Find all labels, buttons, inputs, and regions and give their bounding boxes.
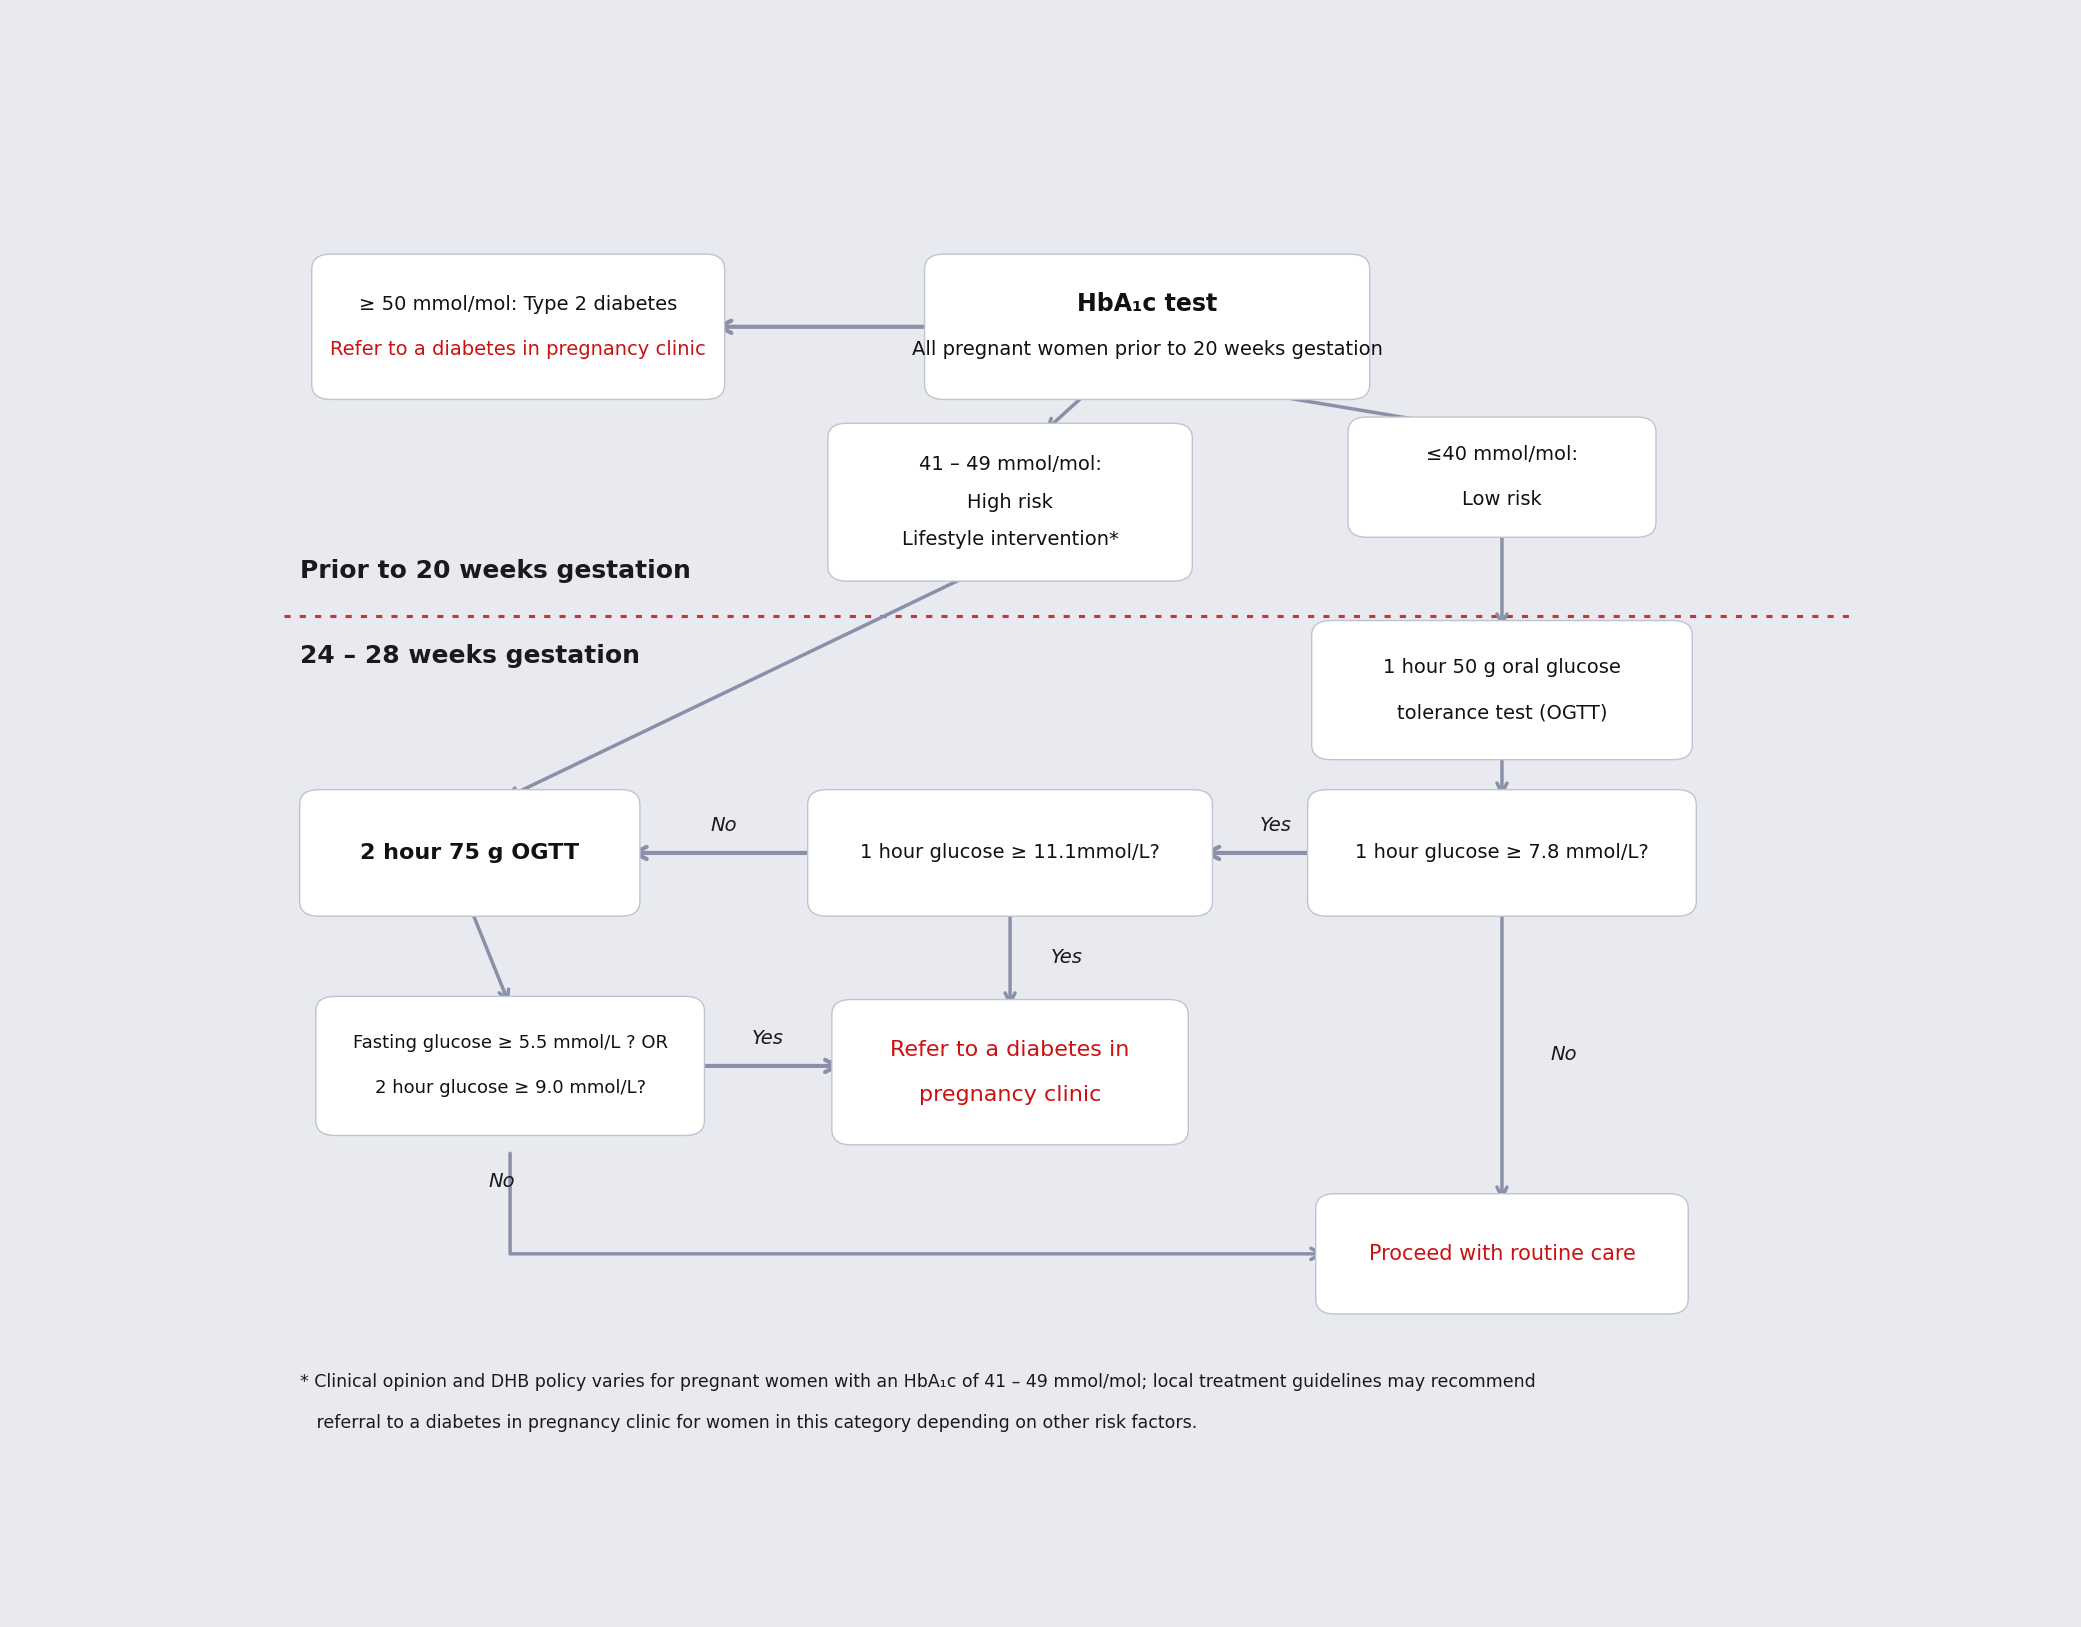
- FancyBboxPatch shape: [924, 254, 1369, 400]
- Text: 24 – 28 weeks gestation: 24 – 28 weeks gestation: [300, 644, 641, 669]
- Text: 41 – 49 mmol/mol:: 41 – 49 mmol/mol:: [918, 456, 1101, 473]
- Text: 2 hour glucose ≥ 9.0 mmol/L?: 2 hour glucose ≥ 9.0 mmol/L?: [375, 1079, 645, 1098]
- Text: Yes: Yes: [1261, 815, 1292, 835]
- Text: ≤40 mmol/mol:: ≤40 mmol/mol:: [1425, 446, 1577, 464]
- FancyBboxPatch shape: [312, 254, 724, 400]
- Text: Fasting glucose ≥ 5.5 mmol/L ? OR: Fasting glucose ≥ 5.5 mmol/L ? OR: [352, 1035, 668, 1053]
- Text: No: No: [489, 1173, 516, 1191]
- Text: HbA₁ᴄ test: HbA₁ᴄ test: [1078, 293, 1217, 316]
- FancyBboxPatch shape: [832, 999, 1188, 1145]
- Text: 1 hour glucose ≥ 11.1mmol/L?: 1 hour glucose ≥ 11.1mmol/L?: [859, 843, 1159, 862]
- Text: Proceed with routine care: Proceed with routine care: [1369, 1245, 1636, 1264]
- Text: Lifestyle intervention*: Lifestyle intervention*: [901, 530, 1117, 550]
- FancyBboxPatch shape: [1311, 620, 1692, 760]
- Text: Refer to a diabetes in pregnancy clinic: Refer to a diabetes in pregnancy clinic: [331, 340, 705, 360]
- FancyBboxPatch shape: [300, 789, 641, 916]
- FancyBboxPatch shape: [1315, 1194, 1688, 1315]
- FancyBboxPatch shape: [1307, 789, 1696, 916]
- Text: Refer to a diabetes in: Refer to a diabetes in: [891, 1040, 1130, 1059]
- Text: 2 hour 75 g OGTT: 2 hour 75 g OGTT: [360, 843, 579, 862]
- Text: No: No: [1550, 1046, 1577, 1064]
- Text: All pregnant women prior to 20 weeks gestation: All pregnant women prior to 20 weeks ges…: [911, 340, 1382, 360]
- Text: 1 hour 50 g oral glucose: 1 hour 50 g oral glucose: [1384, 657, 1621, 677]
- Text: pregnancy clinic: pregnancy clinic: [920, 1085, 1101, 1105]
- Text: * Clinical opinion and DHB policy varies for pregnant women with an HbA₁ᴄ of 41 : * Clinical opinion and DHB policy varies…: [300, 1373, 1536, 1391]
- Text: ≥ 50 mmol/mol: Type 2 diabetes: ≥ 50 mmol/mol: Type 2 diabetes: [360, 294, 676, 314]
- Text: Low risk: Low risk: [1463, 490, 1542, 509]
- Text: 1 hour glucose ≥ 7.8 mmol/L?: 1 hour glucose ≥ 7.8 mmol/L?: [1355, 843, 1648, 862]
- Text: Yes: Yes: [1051, 949, 1082, 968]
- Text: Yes: Yes: [751, 1028, 785, 1048]
- FancyBboxPatch shape: [1348, 417, 1656, 537]
- FancyBboxPatch shape: [828, 423, 1192, 581]
- Text: referral to a diabetes in pregnancy clinic for women in this category depending : referral to a diabetes in pregnancy clin…: [300, 1414, 1199, 1432]
- Text: tolerance test (OGTT): tolerance test (OGTT): [1396, 703, 1607, 722]
- FancyBboxPatch shape: [316, 996, 705, 1136]
- FancyBboxPatch shape: [807, 789, 1213, 916]
- Text: Prior to 20 weeks gestation: Prior to 20 weeks gestation: [300, 560, 691, 582]
- Text: No: No: [710, 815, 737, 835]
- Text: High risk: High risk: [968, 493, 1053, 511]
